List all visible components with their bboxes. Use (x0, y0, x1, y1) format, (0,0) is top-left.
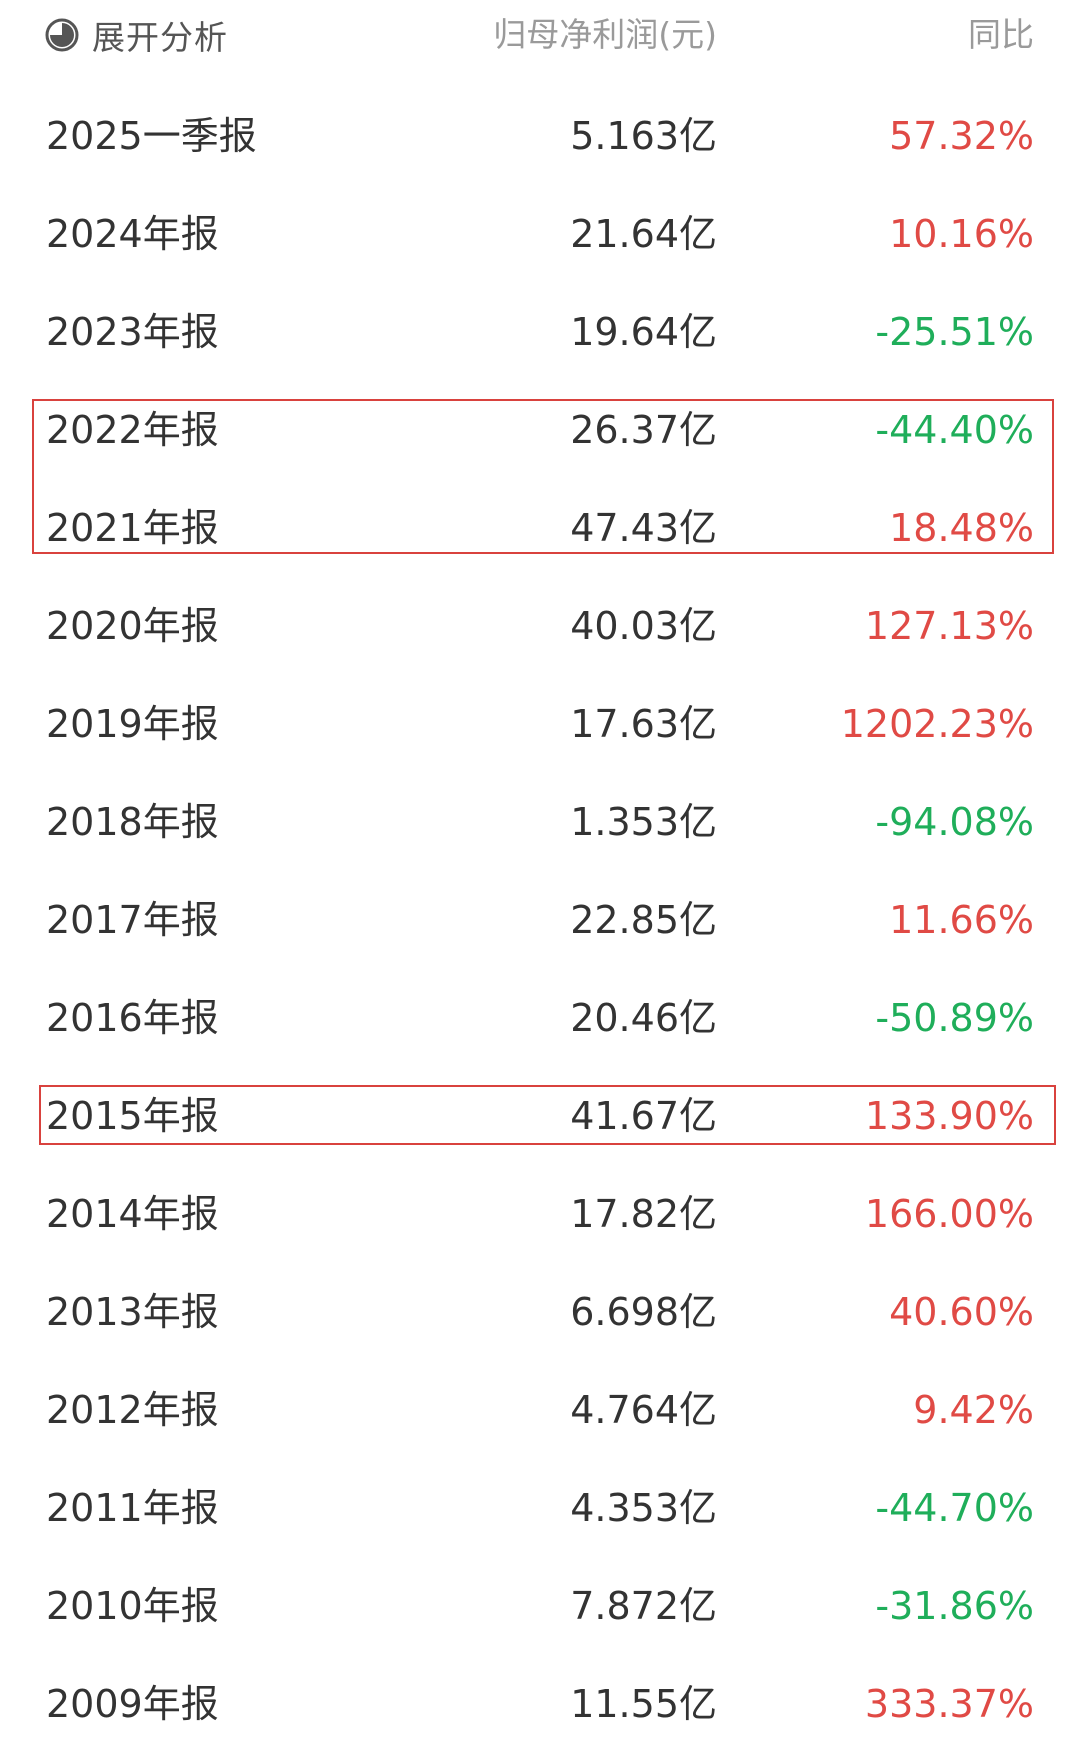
table-row: 2017年报 22.85亿 11.66% (0, 871, 1080, 969)
yoy-cell: 18.48% (889, 506, 1034, 550)
table-row: 2021年报 47.43亿 18.48% (0, 479, 1080, 577)
yoy-cell: -25.51% (875, 310, 1034, 354)
yoy-cell: 1202.23% (840, 702, 1034, 746)
net-profit-cell: 4.764亿 (570, 1388, 717, 1432)
net-profit-cell: 47.43亿 (570, 506, 717, 550)
yoy-cell: 133.90% (864, 1094, 1034, 1138)
net-profit-cell: 5.163亿 (570, 114, 717, 158)
yoy-cell: -31.86% (875, 1584, 1034, 1628)
period-cell: 2014年报 (46, 1192, 219, 1236)
yoy-cell: 333.37% (864, 1682, 1034, 1726)
period-cell: 2023年报 (46, 310, 219, 354)
yoy-cell: -44.40% (875, 408, 1034, 452)
table-row: 2010年报 7.872亿 -31.86% (0, 1557, 1080, 1655)
period-cell: 2012年报 (46, 1388, 219, 1432)
period-cell: 2011年报 (46, 1486, 219, 1530)
yoy-cell: 127.13% (864, 604, 1034, 648)
net-profit-cell: 41.67亿 (570, 1094, 717, 1138)
period-cell: 2021年报 (46, 506, 219, 550)
table-row: 2013年报 6.698亿 40.60% (0, 1263, 1080, 1361)
net-profit-cell: 21.64亿 (570, 212, 717, 256)
table-row: 2015年报 41.67亿 133.90% (0, 1067, 1080, 1165)
net-profit-cell: 11.55亿 (570, 1682, 717, 1726)
net-profit-column-header: 归母净利润(元) (493, 15, 717, 54)
net-profit-cell: 4.353亿 (570, 1486, 717, 1530)
table-row: 2018年报 1.353亿 -94.08% (0, 773, 1080, 871)
net-profit-cell: 20.46亿 (570, 996, 717, 1040)
table-row: 2014年报 17.82亿 166.00% (0, 1165, 1080, 1263)
period-cell: 2020年报 (46, 604, 219, 648)
table-row: 2012年报 4.764亿 9.42% (0, 1361, 1080, 1459)
yoy-cell: 9.42% (913, 1388, 1034, 1432)
pie-chart-icon (44, 17, 80, 53)
table-row: 2023年报 19.64亿 -25.51% (0, 283, 1080, 381)
net-profit-cell: 17.82亿 (570, 1192, 717, 1236)
period-cell: 2018年报 (46, 800, 219, 844)
period-cell: 2024年报 (46, 212, 219, 256)
expand-analysis-button[interactable]: 展开分析 (44, 12, 228, 58)
net-profit-cell: 26.37亿 (570, 408, 717, 452)
net-profit-cell: 6.698亿 (570, 1290, 717, 1334)
yoy-cell: 166.00% (864, 1192, 1034, 1236)
yoy-cell: -44.70% (875, 1486, 1034, 1530)
yoy-cell: 40.60% (889, 1290, 1034, 1334)
yoy-cell: -94.08% (875, 800, 1034, 844)
yoy-column-header: 同比 (968, 15, 1034, 54)
yoy-cell: 10.16% (889, 212, 1034, 256)
table-row: 2020年报 40.03亿 127.13% (0, 577, 1080, 675)
net-profit-cell: 22.85亿 (570, 898, 717, 942)
profit-table: 2025一季报 5.163亿 57.32% 2024年报 21.64亿 10.1… (0, 87, 1080, 1753)
yoy-cell: -50.89% (875, 996, 1034, 1040)
table-row: 2022年报 26.37亿 -44.40% (0, 381, 1080, 479)
yoy-cell: 57.32% (889, 114, 1034, 158)
expand-analysis-label: 展开分析 (92, 18, 228, 57)
period-cell: 2017年报 (46, 898, 219, 942)
period-cell: 2016年报 (46, 996, 219, 1040)
period-cell: 2025一季报 (46, 114, 257, 158)
net-profit-cell: 1.353亿 (570, 800, 717, 844)
table-row: 2016年报 20.46亿 -50.89% (0, 969, 1080, 1067)
period-cell: 2009年报 (46, 1682, 219, 1726)
period-cell: 2019年报 (46, 702, 219, 746)
table-row: 2019年报 17.63亿 1202.23% (0, 675, 1080, 773)
net-profit-cell: 17.63亿 (570, 702, 717, 746)
net-profit-cell: 7.872亿 (570, 1584, 717, 1628)
period-cell: 2022年报 (46, 408, 219, 452)
net-profit-cell: 19.64亿 (570, 310, 717, 354)
period-cell: 2015年报 (46, 1094, 219, 1138)
period-cell: 2010年报 (46, 1584, 219, 1628)
net-profit-cell: 40.03亿 (570, 604, 717, 648)
table-row: 2009年报 11.55亿 333.37% (0, 1655, 1080, 1753)
table-header: 展开分析 归母净利润(元) 同比 (0, 0, 1080, 70)
table-row: 2011年报 4.353亿 -44.70% (0, 1459, 1080, 1557)
table-row: 2025一季报 5.163亿 57.32% (0, 87, 1080, 185)
yoy-cell: 11.66% (889, 898, 1034, 942)
period-cell: 2013年报 (46, 1290, 219, 1334)
table-row: 2024年报 21.64亿 10.16% (0, 185, 1080, 283)
